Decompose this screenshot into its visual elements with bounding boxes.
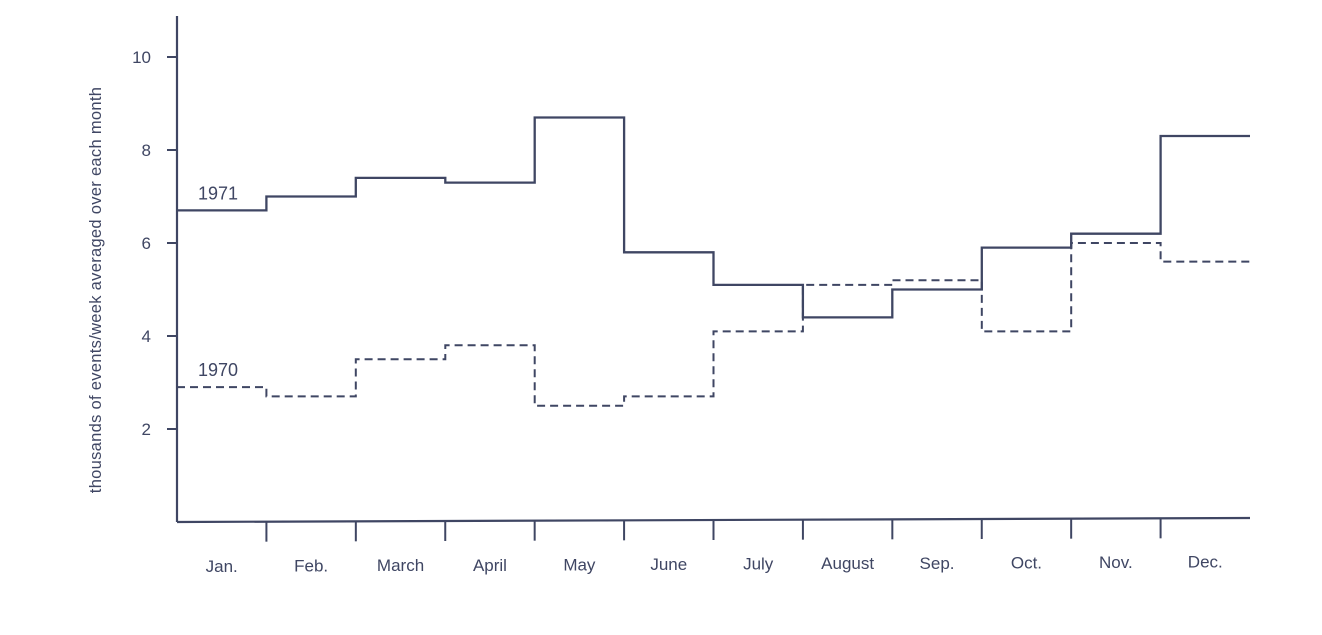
y-tick-label: 10 [132, 48, 151, 67]
x-tick-label: Nov. [1099, 553, 1133, 572]
y-axis-title: thousands of events/week averaged over e… [87, 87, 105, 493]
series-0-point [487, 180, 493, 186]
x-tick-label: July [743, 555, 774, 574]
x-tick-label: March [377, 556, 424, 575]
series-0-point [576, 114, 582, 120]
series-0-point [219, 207, 225, 213]
series-1-point [755, 328, 761, 334]
series-0-point [1023, 245, 1029, 251]
x-tick-label: Feb. [294, 557, 328, 576]
series-1-point [845, 282, 851, 288]
series-1-point [1202, 259, 1208, 265]
series-0-point [398, 175, 404, 181]
x-tick-label: Dec. [1188, 553, 1223, 572]
series-1-point [487, 342, 493, 348]
series-label: 1970 [198, 360, 238, 380]
series-1-point [934, 277, 940, 283]
x-tick-label: Sep. [920, 554, 955, 573]
series-0-point [934, 287, 940, 293]
series-1-point [308, 393, 314, 399]
series-line-solid [177, 116, 1250, 319]
series-1-point [398, 356, 404, 362]
y-tick-label: 2 [142, 420, 151, 439]
series-0-point [308, 194, 314, 200]
series-1-point [576, 403, 582, 409]
series-0-point [755, 282, 761, 288]
series-layer: 1971 1970 [177, 114, 1250, 409]
x-tick-label: Oct. [1011, 553, 1042, 572]
series-1-point [1113, 240, 1119, 246]
y-tick-label: 4 [142, 327, 151, 346]
series-1-point [1023, 328, 1029, 334]
x-tick-label: May [563, 555, 596, 574]
series-label: 1971 [198, 183, 238, 203]
x-axis-ticks: Jan. Feb. March April May June July August Sep. O… [206, 518, 1223, 576]
series-0-point [1113, 231, 1119, 237]
series-1-point [219, 384, 225, 390]
x-tick-label: Jan. [206, 557, 238, 576]
x-tick-label: August [821, 554, 874, 573]
series-0-point [845, 314, 851, 320]
series-0-point [666, 249, 672, 255]
x-tick-label: June [650, 555, 687, 574]
y-axis-ticks: 2 4 6 8 10 [132, 48, 177, 439]
series-0-point [1202, 133, 1208, 139]
y-tick-label: 8 [142, 141, 151, 160]
x-tick-label: April [473, 556, 507, 575]
series-1-point [666, 393, 672, 399]
y-tick-label: 6 [142, 234, 151, 253]
